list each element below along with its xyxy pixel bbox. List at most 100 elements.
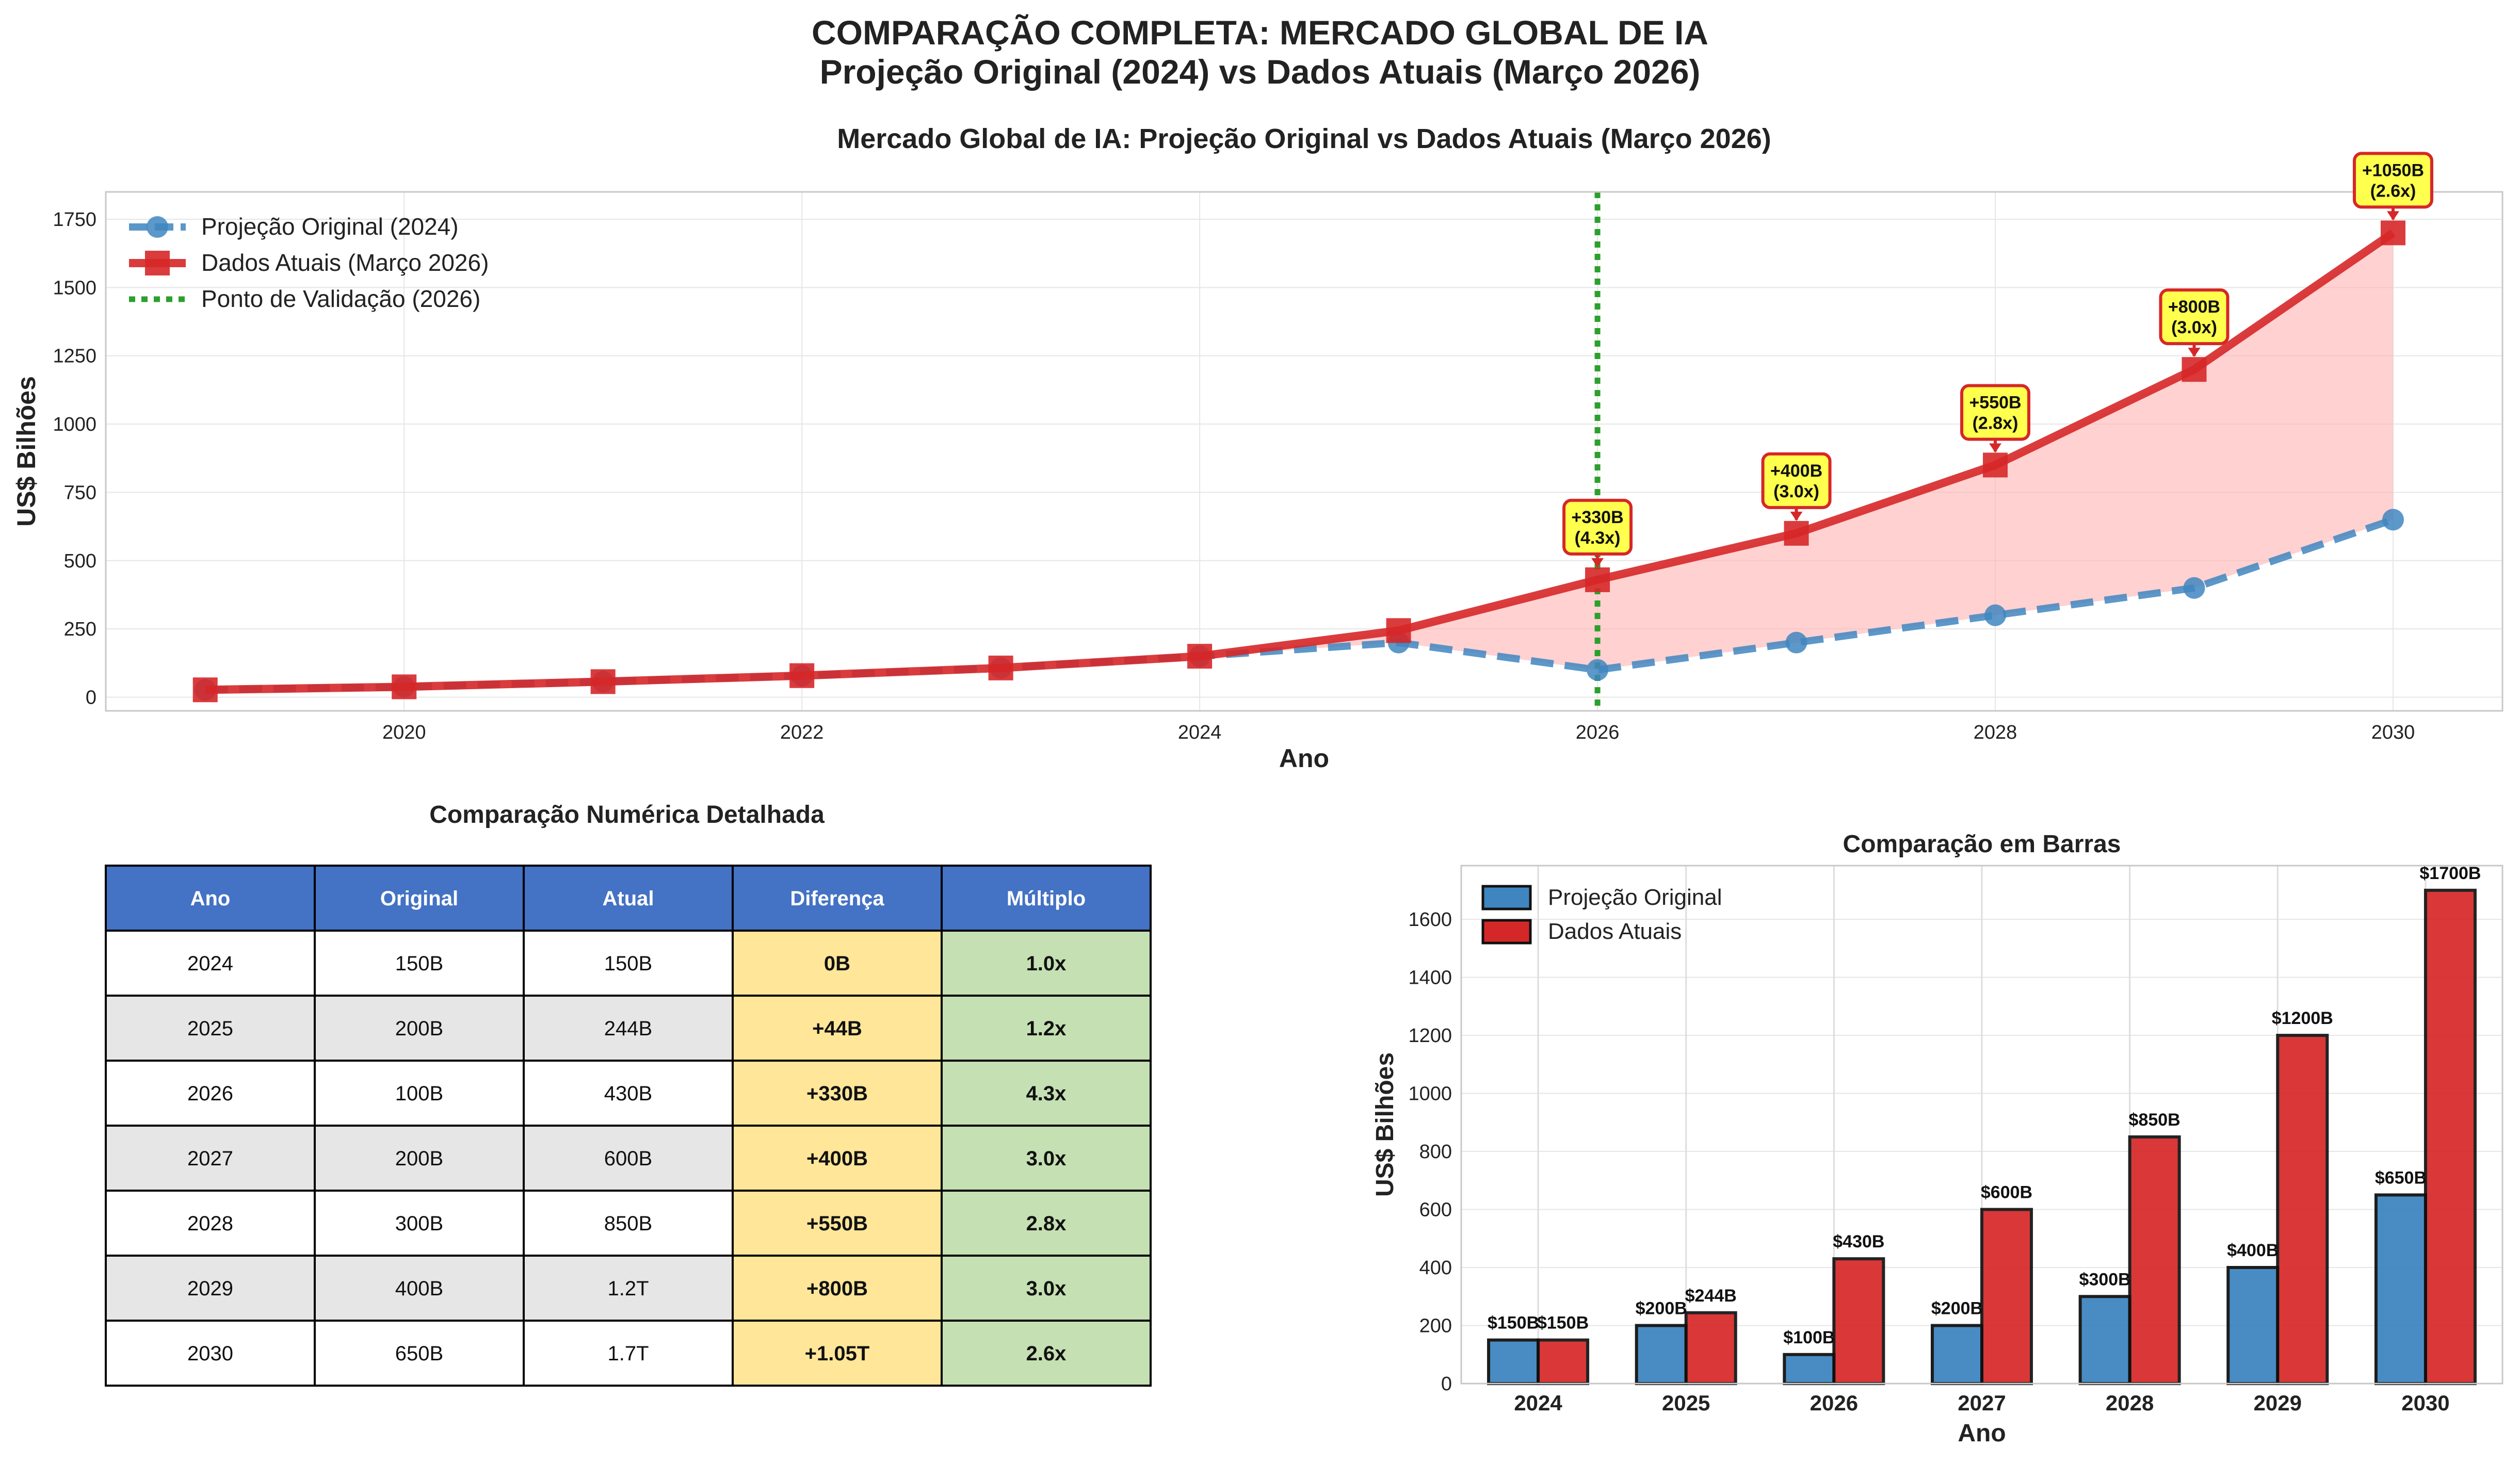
table-cell-text: 2.6x (1026, 1342, 1067, 1365)
bar-x-tick-label: 2028 (2106, 1391, 2154, 1415)
bar-y-tick-label: 1600 (1408, 909, 1452, 931)
annotation-difference: +1050B (2362, 160, 2424, 180)
bar-value-label: $150B (1488, 1313, 1539, 1333)
table-cell-text: 850B (604, 1212, 652, 1235)
annotation-difference: +800B (2168, 297, 2220, 317)
bar-y-tick-label: 1000 (1408, 1083, 1452, 1105)
annotation-box (1960, 384, 2031, 441)
table-cell (105, 1060, 316, 1127)
legend-swatch-original (1481, 885, 1532, 911)
table-cell-text: 400B (395, 1277, 443, 1300)
bar-original (1783, 1353, 1836, 1385)
table-header-3: Diferença (790, 887, 884, 910)
actual-point (590, 669, 616, 694)
actual-point (1983, 452, 2008, 478)
table-cell-text: 1.2T (607, 1277, 649, 1300)
table-cell-text: 200B (395, 1017, 443, 1040)
bar-y-tick-label: 1200 (1408, 1025, 1452, 1047)
bar-actual (1537, 1338, 1590, 1386)
annotation-difference: +330B (1572, 508, 1624, 527)
table-cell-text: 1.0x (1026, 952, 1067, 975)
bar-x-tick-label: 2025 (1662, 1391, 1710, 1415)
actual-point (2182, 357, 2207, 382)
line-chart-panel: Mercado Global de IA: Projeção Original … (12, 123, 2503, 773)
legend-label-actual: Dados Atuais (1548, 919, 1682, 944)
figure-title-line1: COMPARAÇÃO COMPLETA: MERCADO GLOBAL DE I… (812, 13, 1708, 52)
table-cell-text: +400B (806, 1147, 868, 1170)
x-tick-label: 2030 (2371, 722, 2415, 743)
table-cell-text: 2026 (187, 1082, 233, 1105)
bar-original (2078, 1295, 2131, 1385)
table-cell-text: 0B (824, 952, 850, 975)
annotation-multiple: (3.0x) (1773, 482, 1819, 501)
annotation-multiple: (3.0x) (2171, 318, 2217, 337)
table-cell (732, 930, 943, 997)
actual-point (988, 655, 1013, 680)
table-cell (732, 1320, 943, 1387)
annotation-multiple: (2.6x) (2370, 181, 2416, 201)
actual-point (1386, 618, 1411, 643)
line-chart-title: Mercado Global de IA: Projeção Original … (837, 123, 1771, 154)
bar-x-tick-label: 2027 (1958, 1391, 2006, 1415)
original-point (1587, 659, 1609, 681)
table-cell-text: 600B (604, 1147, 652, 1170)
bar-chart-legend: Projeção Original Dados Atuais (1481, 885, 1722, 945)
table-cell (732, 1255, 943, 1322)
bar-value-label: $600B (1981, 1183, 2032, 1202)
table-cell (314, 1255, 525, 1322)
table-cell-text: 100B (395, 1082, 443, 1105)
x-tick-label: 2026 (1576, 722, 1620, 743)
table-cell-text: 4.3x (1026, 1082, 1067, 1105)
x-tick-label: 2024 (1178, 722, 1222, 743)
annotation-arrowhead (1790, 511, 1803, 521)
x-tick-label: 2020 (382, 722, 426, 743)
original-point (2382, 509, 2404, 531)
y-tick-label: 500 (64, 550, 96, 572)
x-tick-label: 2028 (1974, 722, 2017, 743)
legend-label-actual: Dados Atuais (Março 2026) (201, 249, 489, 276)
table-cell (941, 995, 1152, 1062)
annotation-arrowhead (2188, 348, 2201, 357)
table-cell (314, 1190, 525, 1257)
legend-marker-actual (145, 251, 170, 275)
table-cell (523, 1125, 734, 1192)
table-cell-text: 650B (395, 1342, 443, 1365)
bar-value-label: $1200B (2272, 1009, 2333, 1028)
x-tick-label: 2022 (780, 722, 824, 743)
bar-value-label: $200B (1636, 1299, 1687, 1319)
original-projection-line (205, 516, 2395, 694)
table-cell-text: 3.0x (1026, 1147, 1067, 1170)
bar-chart-frame (1460, 865, 2503, 1385)
table-cell (941, 930, 1152, 997)
annotation-box (2159, 288, 2230, 346)
bar-y-tick-label: 600 (1419, 1199, 1452, 1221)
table-cell-text: 150B (604, 952, 652, 975)
bar-x-tick-label: 2030 (2401, 1391, 2449, 1415)
annotation-arrowhead (1989, 443, 2002, 453)
table-cell-text: 150B (395, 952, 443, 975)
y-tick-label: 1250 (53, 346, 96, 367)
table-cell (941, 1060, 1152, 1127)
bar-y-axis-title: US$ Bilhões (1371, 1052, 1399, 1197)
table-cell-text: +800B (806, 1277, 868, 1300)
bar-actual (2276, 1034, 2329, 1385)
bar-actual (1832, 1257, 1885, 1386)
y-tick-label: 250 (64, 619, 96, 640)
table-header-cell (941, 865, 1152, 932)
table-cell (105, 995, 316, 1062)
bar-value-label: $100B (1783, 1328, 1835, 1347)
bar-x-tick-label: 2024 (1514, 1391, 1562, 1415)
legend-label-original: Projeção Original (1548, 885, 1722, 910)
table-cell (314, 1060, 525, 1127)
table-cell (523, 930, 734, 997)
annotation-box (1761, 452, 1832, 509)
annotation-multiple: (4.3x) (1575, 528, 1621, 548)
y-axis-title: US$ Bilhões (12, 376, 41, 527)
bar-value-label: $430B (1833, 1232, 1884, 1251)
actual-point (2380, 220, 2405, 246)
line-chart-frame (105, 191, 2503, 712)
bar-value-label: $200B (1931, 1299, 1983, 1319)
table-cell (523, 1190, 734, 1257)
table-cell (523, 1060, 734, 1127)
bar-original (1931, 1324, 1983, 1386)
